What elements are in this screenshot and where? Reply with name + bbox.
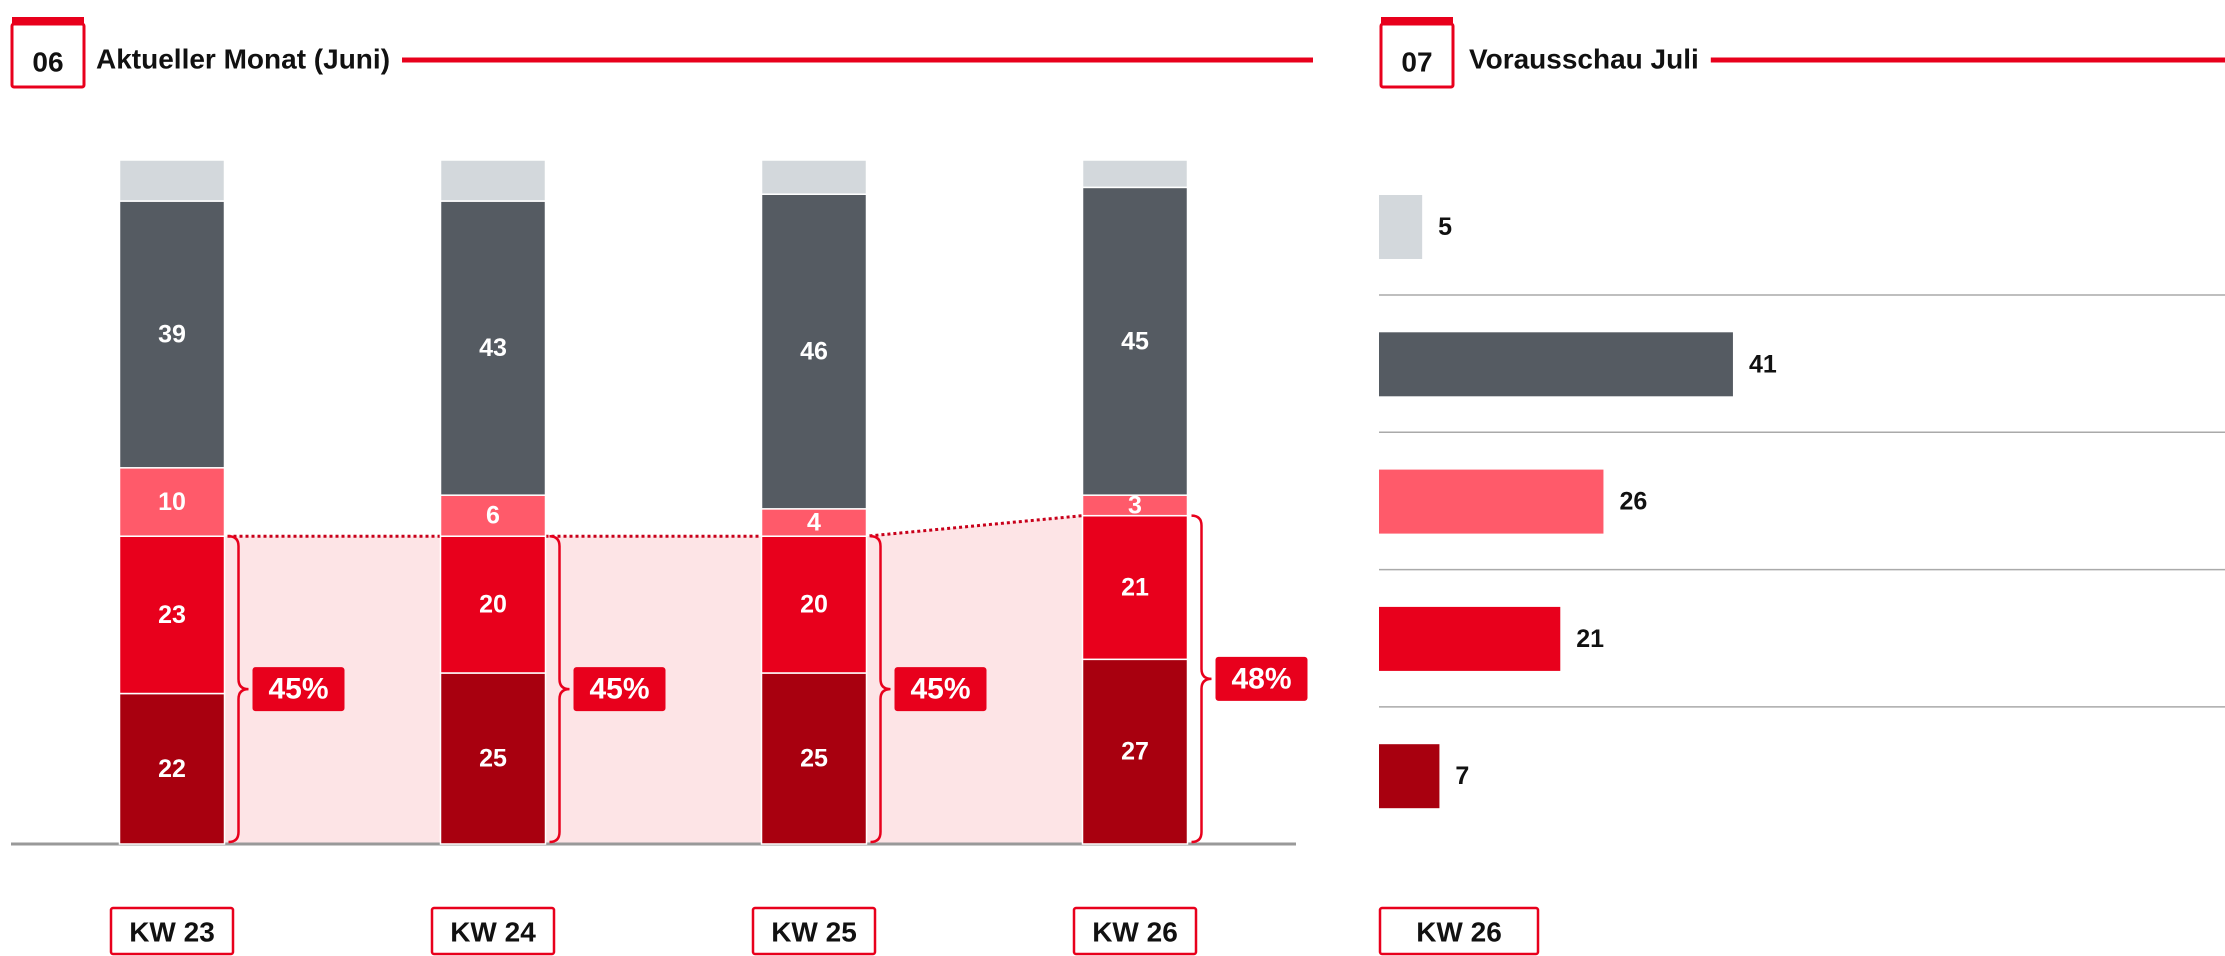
chart-title: Aktueller Monat (Juni) [96, 44, 390, 75]
share-badge [894, 667, 987, 712]
data-label: 3 [1128, 491, 1142, 519]
bar-segment [760, 159, 868, 195]
data-label: 5 [1438, 213, 1452, 241]
data-label: 21 [1121, 574, 1149, 602]
data-label: 43 [479, 334, 507, 362]
data-label: 20 [479, 591, 507, 619]
bar-segment [439, 159, 547, 202]
section-number: 07 [1401, 47, 1432, 78]
share-badge [573, 667, 666, 712]
data-label: 23 [158, 601, 186, 629]
data-label: 25 [800, 745, 828, 773]
share-label: 45% [910, 673, 970, 706]
bar [1379, 332, 1733, 397]
data-label: 27 [1121, 738, 1149, 766]
bar-segment [439, 672, 547, 845]
data-label: 20 [800, 591, 828, 619]
bar-segment [1081, 159, 1189, 189]
share-brace [228, 534, 249, 844]
bar [1379, 469, 1604, 534]
data-label: 25 [479, 745, 507, 773]
data-label: 6 [486, 502, 500, 530]
data-label: 41 [1749, 350, 1777, 378]
data-label: 21 [1576, 625, 1604, 653]
bar [1379, 606, 1561, 671]
x-tick-label: KW 25 [771, 917, 857, 948]
data-label: 26 [1619, 488, 1647, 516]
data-label: 10 [158, 488, 186, 516]
x-tick-label: KW 24 [450, 917, 536, 948]
data-label: 7 [1455, 762, 1469, 790]
bar-segment [760, 672, 868, 845]
calendar-icon [10, 17, 86, 89]
share-brace [870, 534, 891, 844]
bar-segment [118, 159, 226, 202]
share-label: 45% [589, 673, 649, 706]
x-tick-label: KW 23 [129, 917, 215, 948]
bar-segment [1081, 186, 1189, 496]
category-label: KW 26 [1416, 917, 1502, 948]
data-label: 46 [800, 338, 828, 366]
bar-segment [439, 494, 547, 537]
calendar-icon [1379, 17, 1455, 89]
chart-title: Vorausschau Juli [1469, 44, 1699, 75]
bar-segment [760, 535, 868, 674]
data-label: 22 [158, 755, 186, 783]
data-label: 39 [158, 320, 186, 348]
share-label: 48% [1231, 662, 1291, 695]
bar-segment [118, 692, 226, 845]
category-box [430, 906, 556, 956]
bar [1379, 744, 1440, 809]
data-label: 4 [807, 509, 821, 537]
bar-segment [439, 200, 547, 496]
share-label: 45% [268, 673, 328, 706]
category-box [1072, 906, 1198, 956]
category-box [1378, 906, 1540, 956]
bar-segment [118, 200, 226, 469]
data-label: 45 [1121, 327, 1149, 355]
category-box [109, 906, 235, 956]
category-box [751, 906, 877, 956]
share-badge [1215, 656, 1308, 701]
share-line [119, 514, 1188, 538]
share-brace [1191, 514, 1212, 844]
share-brace [549, 534, 570, 844]
bar-segment [760, 508, 868, 537]
section-number: 06 [32, 47, 63, 78]
bar-segment [760, 193, 868, 510]
bar-segment [118, 467, 226, 537]
bar [1379, 195, 1423, 259]
x-tick-label: KW 26 [1092, 917, 1178, 948]
share-badge [252, 667, 345, 712]
